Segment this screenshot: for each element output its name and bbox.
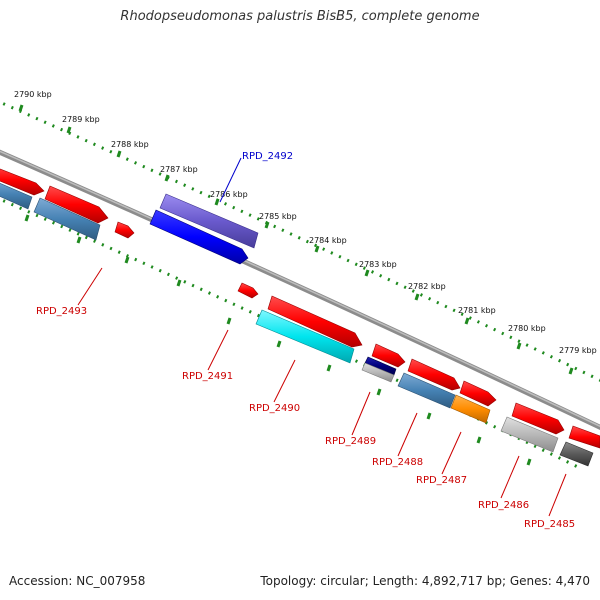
gene-label-rpd-2493[interactable]: RPD_2493 bbox=[36, 306, 87, 317]
length-value: 4,892,717 bp bbox=[421, 574, 502, 588]
gene-label-rpd-2492[interactable]: RPD_2492 bbox=[242, 151, 293, 162]
gene-labels: RPD_2492 RPD_2493 RPD_2491 RPD_2490 RPD_… bbox=[36, 151, 575, 530]
gene-label-rpd-2489[interactable]: RPD_2489 bbox=[325, 436, 376, 447]
gene-label-rpd-2487[interactable]: RPD_2487 bbox=[416, 475, 467, 486]
tick-label-2785: 2785 kbp bbox=[259, 212, 297, 221]
cds-cyan[interactable] bbox=[255, 309, 355, 364]
genes-value: 4,470 bbox=[555, 574, 590, 588]
cds-steel-far-left[interactable] bbox=[0, 179, 33, 210]
cds-red-right[interactable] bbox=[511, 402, 565, 435]
tick-label-2781: 2781 kbp bbox=[458, 306, 496, 315]
topology-value: circular bbox=[320, 574, 365, 588]
tick-label-2790: 2790 kbp bbox=[14, 90, 52, 99]
length-label: Length: bbox=[372, 574, 419, 588]
cds-red-left[interactable] bbox=[44, 185, 109, 224]
map-title: Rhodopseudomonas palustris BisB5, comple… bbox=[120, 9, 480, 24]
tick-label-2787: 2787 kbp bbox=[160, 165, 198, 174]
tick-label-2789: 2789 kbp bbox=[62, 115, 100, 124]
tick-label-2783: 2783 kbp bbox=[359, 260, 397, 269]
leader-rpd-2491 bbox=[207, 329, 229, 371]
cds-red-small-2[interactable] bbox=[237, 282, 259, 299]
cds-red-small[interactable] bbox=[114, 221, 135, 239]
leader-rpd-2489 bbox=[351, 391, 371, 436]
leader-rpd-2490 bbox=[273, 359, 296, 403]
accession-label: Accession: bbox=[9, 574, 73, 588]
gene-label-rpd-2491[interactable]: RPD_2491 bbox=[182, 371, 233, 382]
gene-label-rpd-2486[interactable]: RPD_2486 bbox=[478, 500, 529, 511]
inner-major-ticks bbox=[24, 214, 532, 466]
cds-purple[interactable] bbox=[159, 193, 259, 249]
gene-features bbox=[0, 165, 600, 467]
leader-rpd-2488 bbox=[397, 412, 418, 457]
cds-red-mid[interactable] bbox=[371, 343, 406, 368]
genes-label: Genes: bbox=[509, 574, 552, 588]
cds-blue[interactable] bbox=[149, 209, 249, 265]
outer-major-ticks bbox=[18, 104, 574, 375]
leader-rpd-2492 bbox=[219, 157, 242, 203]
cds-gray[interactable] bbox=[500, 416, 559, 453]
genome-summary: Topology: circular; Length: 4,892,717 bp… bbox=[260, 574, 590, 588]
leader-rpd-2487 bbox=[441, 431, 462, 475]
tick-label-2782: 2782 kbp bbox=[408, 282, 446, 291]
cds-orange[interactable] bbox=[450, 394, 491, 424]
leader-rpd-2485 bbox=[548, 473, 567, 517]
topology-label: Topology: bbox=[260, 574, 317, 588]
cds-navy-gray[interactable] bbox=[361, 362, 395, 383]
tick-label-2779: 2779 kbp bbox=[559, 346, 597, 355]
cds-dark-gray[interactable] bbox=[559, 441, 594, 467]
cds-red-mid-2[interactable] bbox=[407, 358, 461, 391]
cds-red-mid-3[interactable] bbox=[459, 380, 497, 407]
scale-tick-labels: 2790 kbp 2789 kbp 2788 kbp 2787 kbp 2786… bbox=[14, 90, 597, 355]
gene-label-rpd-2485[interactable]: RPD_2485 bbox=[524, 519, 575, 530]
tick-label-2784: 2784 kbp bbox=[309, 236, 347, 245]
accession-info: Accession: NC_007958 bbox=[9, 574, 145, 588]
tick-label-2786: 2786 kbp bbox=[210, 190, 248, 199]
leader-rpd-2486 bbox=[500, 455, 520, 499]
label-leader-lines bbox=[77, 157, 567, 517]
cds-red-far-right[interactable] bbox=[568, 425, 600, 449]
gene-label-rpd-2488[interactable]: RPD_2488 bbox=[372, 457, 423, 468]
tick-label-2788: 2788 kbp bbox=[111, 140, 149, 149]
cds-red-long[interactable] bbox=[267, 295, 363, 348]
genome-backbone bbox=[0, 149, 600, 431]
tick-label-2780: 2780 kbp bbox=[508, 324, 546, 333]
gene-label-rpd-2490[interactable]: RPD_2490 bbox=[249, 403, 300, 414]
cds-steel-left[interactable] bbox=[33, 197, 101, 241]
cds-red-far-left[interactable] bbox=[0, 165, 45, 196]
accession-value: NC_007958 bbox=[76, 574, 146, 588]
cds-steel-right[interactable] bbox=[397, 372, 456, 409]
genome-backbone-highlight bbox=[0, 150, 600, 428]
leader-rpd-2493 bbox=[77, 267, 103, 306]
